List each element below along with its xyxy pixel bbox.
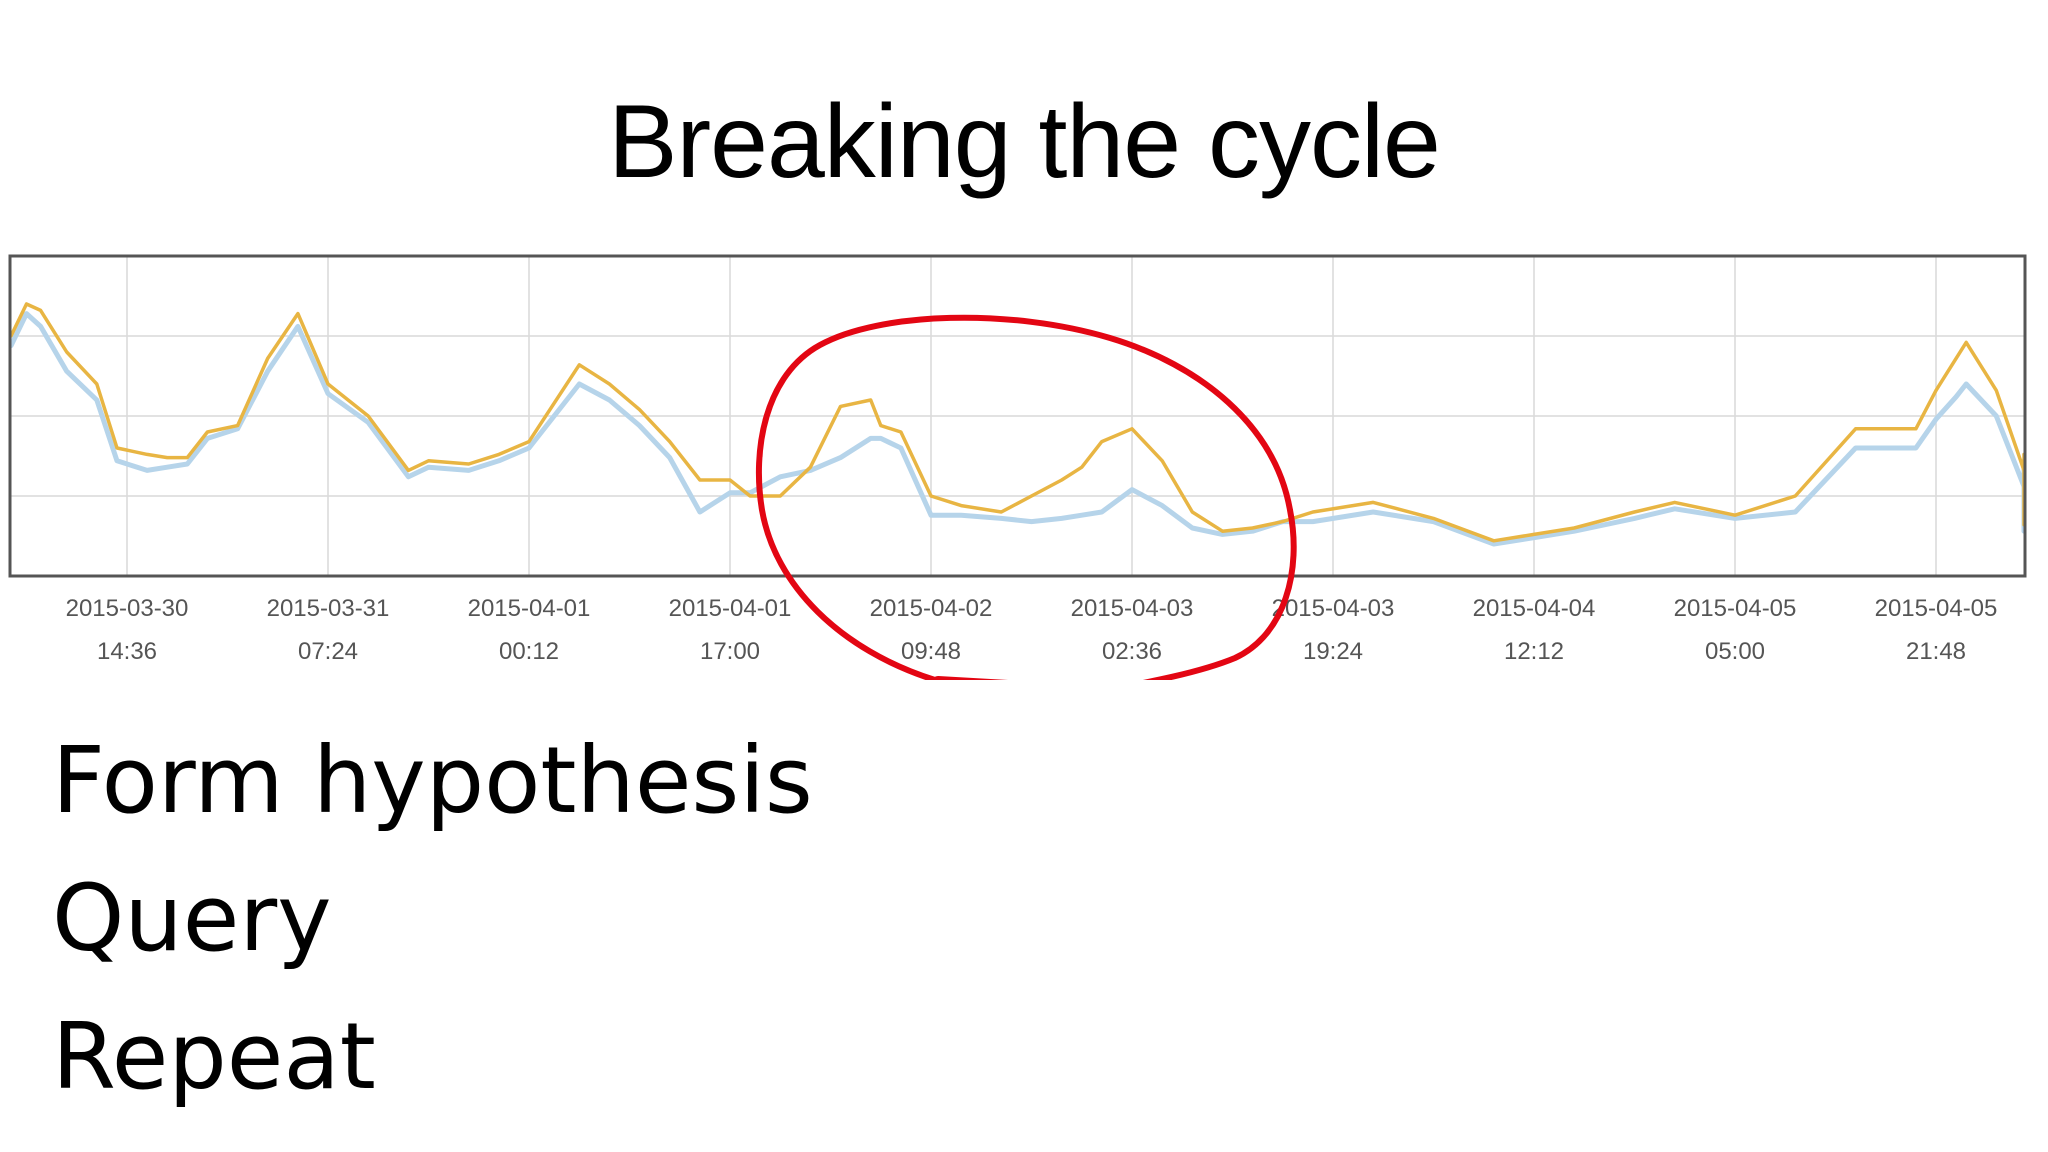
x-tick-label-date: 2015-03-31 <box>267 595 390 622</box>
x-tick-label-date: 2015-04-04 <box>1473 595 1596 622</box>
chart-container: 2015-03-30 14:36 2015-03-31 07:24 2015-04-01… <box>0 240 2048 680</box>
x-tick-label-date: 2015-04-05 <box>1875 595 1998 622</box>
x-tick-label-time: 12:12 <box>1504 638 1564 665</box>
x-tick-label-time: 09:48 <box>901 638 961 665</box>
annotation-circle <box>755 314 1297 680</box>
bullet-list: Form hypothesis Query Repeat <box>52 712 1252 1126</box>
x-tick-label-time: 21:48 <box>1906 638 1966 665</box>
x-tick-label-time: 14:36 <box>97 638 157 665</box>
series-orange-line <box>9 302 2026 543</box>
x-tick-label-time: 07:24 <box>298 638 358 665</box>
x-tick-label-date: 2015-04-03 <box>1071 595 1194 622</box>
x-tick-label-date: 2015-04-05 <box>1674 595 1797 622</box>
x-tick-label-time: 02:36 <box>1102 638 1162 665</box>
bullet-item: Form hypothesis <box>52 727 813 834</box>
x-tick-label-time: 05:00 <box>1705 638 1765 665</box>
plot-frame <box>8 254 2027 578</box>
line-chart: 2015-03-30 14:36 2015-03-31 07:24 2015-04-01… <box>8 254 2027 680</box>
x-tick-label-time: 17:00 <box>700 638 760 665</box>
x-tick-label-date: 2015-04-01 <box>669 595 792 622</box>
bullet-item: Query <box>52 865 332 972</box>
series-blue-line <box>8 311 2027 547</box>
slide-title: Breaking the cycle <box>608 84 1441 200</box>
x-tick-label-date: 2015-03-30 <box>66 595 189 622</box>
x-tick-label-time: 19:24 <box>1303 638 1363 665</box>
x-tick-label-date: 2015-04-03 <box>1272 595 1395 622</box>
x-tick-label-time: 00:12 <box>499 638 559 665</box>
bullet-item: Repeat <box>52 1003 376 1110</box>
x-tick-label-date: 2015-04-02 <box>870 595 993 622</box>
x-tick-label-date: 2015-04-01 <box>468 595 591 622</box>
